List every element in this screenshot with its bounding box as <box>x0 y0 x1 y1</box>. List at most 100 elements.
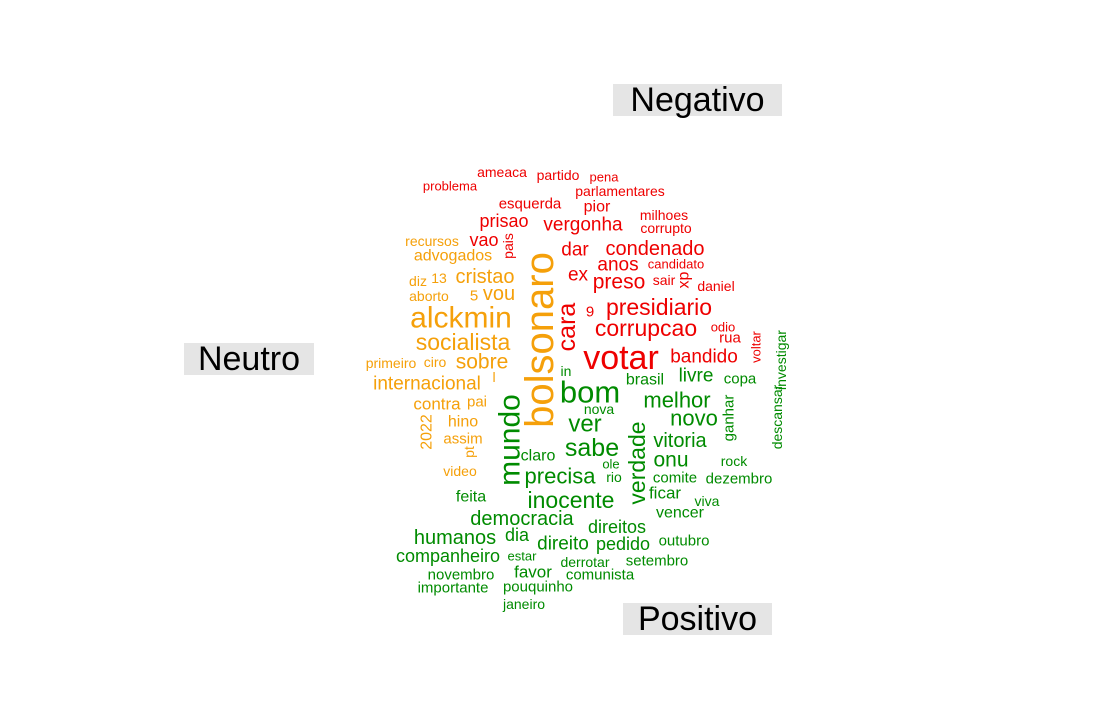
word-negativo-4: parlamentares <box>575 183 665 199</box>
word-negativo-11: vao <box>469 230 498 250</box>
word-neutro-52: video <box>443 463 477 479</box>
word-negativo-30: bandido <box>670 347 738 368</box>
word-negativo-22: presidiario <box>606 294 712 320</box>
word-positivo-87: outubro <box>659 533 710 550</box>
word-positivo-65: descansar <box>769 384 785 449</box>
word-positivo-56: livre <box>679 366 714 387</box>
word-neutro-49: 2022 <box>419 414 436 450</box>
word-positivo-74: precisa <box>525 464 597 489</box>
word-neutro-53: bolsonaro <box>518 252 562 428</box>
word-neutro-37: 5 <box>470 288 478 305</box>
word-negativo-7: milhoes <box>640 207 688 223</box>
word-neutro-51: pt <box>461 446 477 458</box>
word-negativo-26: odio <box>711 320 736 335</box>
word-negativo-25: corrupcao <box>595 315 697 341</box>
word-negativo-5: esquerda <box>499 196 562 213</box>
word-positivo-94: favor <box>514 563 552 582</box>
word-positivo-58: investigar <box>773 330 789 390</box>
word-positivo-86: dia <box>505 525 530 545</box>
group-label-neutro: Neutro <box>184 342 314 376</box>
word-positivo-54: in <box>561 363 572 379</box>
word-negativo-0: ameaca <box>477 164 527 180</box>
word-positivo-81: viva <box>695 493 720 509</box>
word-negativo-18: xp <box>676 271 693 288</box>
word-negativo-1: partido <box>537 167 580 183</box>
word-positivo-70: onu <box>653 449 688 472</box>
word-positivo-63: novo <box>670 406 718 431</box>
word-positivo-66: mundo <box>494 394 527 486</box>
word-positivo-72: claro <box>521 448 556 465</box>
word-negativo-16: candidato <box>648 257 704 272</box>
word-negativo-10: corrupto <box>640 220 692 236</box>
word-negativo-14: condenado <box>606 238 705 260</box>
word-negativo-24: cara <box>553 303 581 352</box>
word-positivo-93: derrotar <box>560 554 609 570</box>
word-neutro-39: alckmin <box>410 302 512 335</box>
word-negativo-12: pais <box>500 233 516 259</box>
word-positivo-78: feita <box>456 489 486 506</box>
word-positivo-85: humanos <box>414 527 496 549</box>
word-neutro-36: aborto <box>409 288 449 304</box>
word-positivo-55: brasil <box>626 372 664 389</box>
word-positivo-57: copa <box>724 371 757 388</box>
word-positivo-59: bom <box>560 375 620 410</box>
word-positivo-91: estar <box>508 549 538 564</box>
word-positivo-64: ver <box>568 411 601 438</box>
word-negativo-15: anos <box>597 255 638 276</box>
word-neutro-32: advogados <box>414 248 492 265</box>
word-positivo-62: nova <box>584 401 615 417</box>
word-positivo-75: rio <box>606 469 622 485</box>
word-neutro-34: 13 <box>431 270 447 286</box>
word-positivo-97: importante <box>418 580 489 597</box>
word-negativo-23: 9 <box>586 304 594 321</box>
word-neutro-38: vou <box>483 283 515 305</box>
word-positivo-90: companheiro <box>396 546 500 566</box>
word-neutro-45: internacional <box>373 374 481 395</box>
word-neutro-43: sobre <box>456 351 509 374</box>
word-neutro-41: primeiro <box>366 355 417 371</box>
word-negativo-13: dar <box>561 240 589 261</box>
word-negativo-6: pior <box>584 199 611 216</box>
word-positivo-80: inocente <box>528 487 615 513</box>
word-neutro-47: pai <box>467 394 487 411</box>
word-negativo-27: rua <box>719 330 741 347</box>
word-neutro-40: socialista <box>416 329 511 355</box>
word-negativo-29: votar <box>583 339 659 377</box>
group-label-positivo: Positivo <box>623 602 772 636</box>
word-neutro-31: recursos <box>405 233 459 249</box>
word-positivo-84: direitos <box>588 517 646 537</box>
word-positivo-68: sabe <box>565 434 619 462</box>
word-positivo-76: comite <box>653 470 697 487</box>
group-label-negativo: Negativo <box>613 83 782 117</box>
word-positivo-88: direito <box>537 534 589 555</box>
word-positivo-69: verdade <box>624 421 650 504</box>
word-positivo-89: pedido <box>596 534 650 554</box>
word-negativo-9: vergonha <box>543 215 623 236</box>
word-neutro-44: l <box>492 369 495 385</box>
word-negativo-19: sair <box>653 272 676 288</box>
word-neutro-48: hino <box>448 414 478 431</box>
word-negativo-20: preso <box>593 271 646 294</box>
word-positivo-60: melhor <box>643 388 710 413</box>
word-negativo-28: voltar <box>749 330 764 362</box>
word-positivo-92: setembro <box>626 553 689 570</box>
word-positivo-83: democracia <box>470 508 574 530</box>
word-positivo-82: vencer <box>656 505 705 522</box>
word-negativo-3: problema <box>423 179 478 194</box>
word-negativo-17: ex <box>568 265 589 286</box>
word-negativo-2: pena <box>590 170 620 185</box>
word-negativo-8: prisao <box>479 211 528 231</box>
word-positivo-96: novembro <box>428 567 495 584</box>
word-neutro-33: diz <box>409 273 427 289</box>
word-positivo-99: janeiro <box>502 596 545 612</box>
word-positivo-98: pouquinho <box>503 579 573 596</box>
word-negativo-21: daniel <box>697 278 734 294</box>
word-neutro-46: contra <box>413 395 461 414</box>
word-positivo-77: dezembro <box>706 471 773 488</box>
word-neutro-42: ciro <box>424 354 447 370</box>
word-positivo-73: ole <box>602 457 619 472</box>
word-positivo-71: rock <box>721 453 748 469</box>
word-neutro-50: assim <box>443 431 482 448</box>
word-neutro-35: cristao <box>456 266 515 288</box>
